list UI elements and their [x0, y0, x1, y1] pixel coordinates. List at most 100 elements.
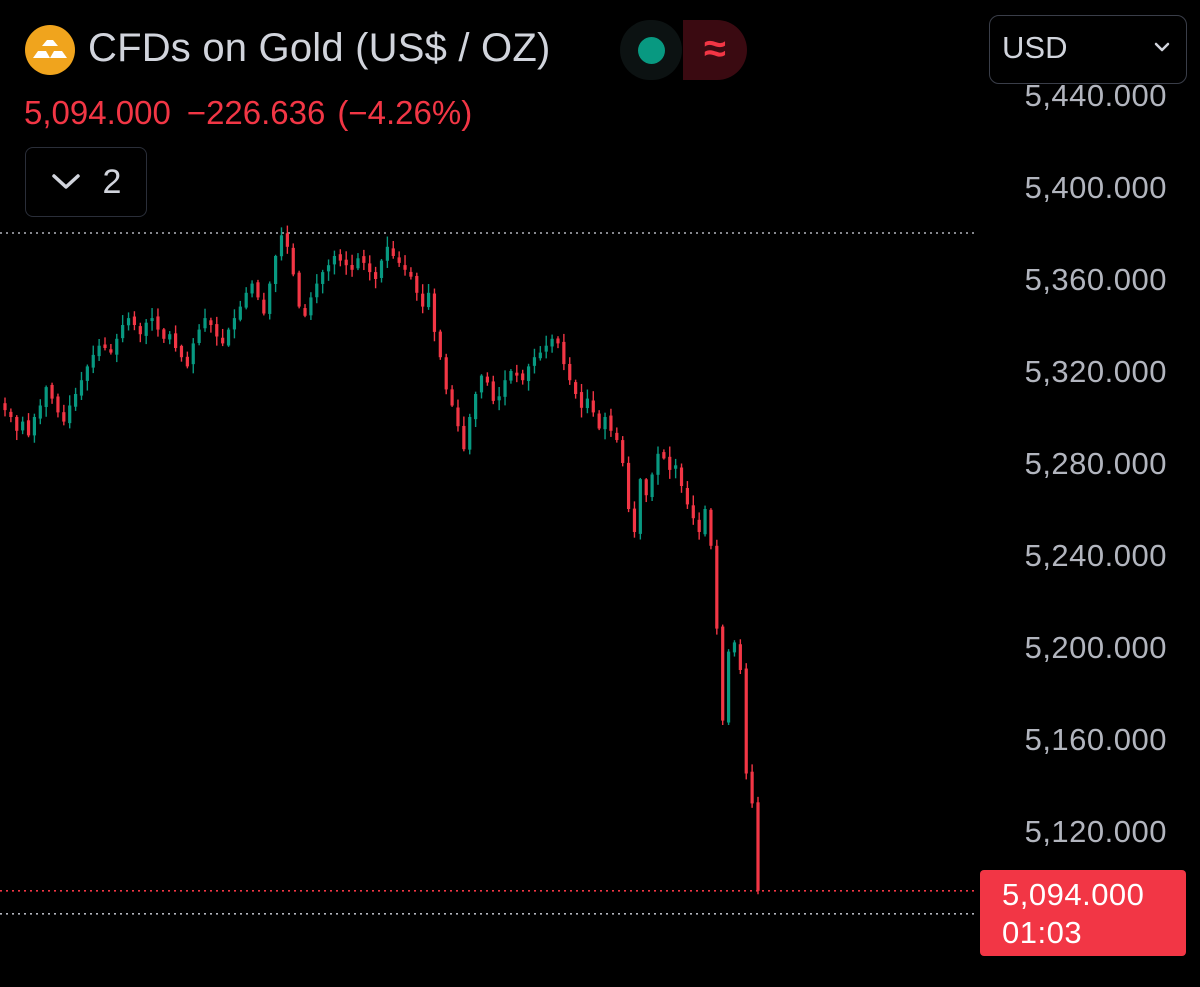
candle-body — [609, 415, 613, 431]
candle-body — [309, 297, 313, 316]
candle-body — [662, 452, 666, 459]
chevron-down-icon — [51, 174, 80, 189]
candle-body — [262, 299, 266, 314]
candle-body — [450, 389, 454, 406]
candle-body — [750, 771, 754, 804]
candle-body — [50, 384, 54, 399]
candle-body — [144, 322, 148, 336]
candle-body — [285, 233, 289, 247]
candle-body — [632, 508, 637, 532]
candle-body — [715, 545, 719, 629]
candle-body — [21, 421, 25, 431]
candle-body — [650, 474, 654, 498]
candle-body — [197, 329, 201, 343]
candle-body — [103, 344, 107, 348]
candle-body — [209, 320, 213, 325]
candle-body — [474, 394, 478, 420]
candle-body — [597, 413, 601, 429]
candle-body — [297, 272, 301, 307]
candle-body — [215, 324, 219, 337]
market-open-dot-icon — [638, 37, 665, 64]
candle-body — [644, 479, 648, 496]
candle-body — [538, 352, 542, 359]
candle-body — [591, 400, 595, 413]
candle-body — [721, 626, 725, 721]
candle-body — [421, 293, 425, 307]
price-axis[interactable]: 5,440.0005,400.0005,360.0005,320.0005,28… — [1025, 78, 1167, 849]
candle-body — [738, 644, 742, 670]
currency-select[interactable]: USD — [989, 15, 1187, 84]
candle-body — [338, 254, 342, 261]
candle-body — [303, 308, 307, 316]
candle-body — [15, 416, 19, 431]
candle-body — [156, 316, 160, 330]
candle-body — [732, 642, 737, 653]
candle-body — [362, 256, 366, 263]
candle-body — [150, 318, 154, 322]
candle-body — [85, 366, 89, 381]
candle-body — [38, 405, 42, 419]
price-change-percent: (−4.26%) — [337, 94, 473, 131]
candle-body — [621, 440, 625, 463]
candle-body — [397, 257, 401, 263]
candle-body — [556, 338, 560, 344]
candle-body — [709, 509, 713, 546]
candle-body — [550, 338, 554, 347]
candle-body — [697, 519, 701, 532]
candle-body — [426, 292, 431, 308]
candle-body — [438, 331, 442, 358]
candle-body — [62, 412, 66, 422]
candle-body — [468, 417, 472, 450]
candle-body — [674, 465, 678, 469]
candle-body — [444, 357, 448, 390]
candle-body — [232, 318, 237, 330]
candle-body — [356, 258, 360, 269]
candle-body — [544, 345, 548, 352]
bar-countdown: 01:03 — [1002, 915, 1083, 950]
candle-body — [9, 411, 13, 417]
candle-body — [126, 318, 131, 326]
candle-body — [44, 387, 48, 407]
candle-body — [462, 425, 466, 450]
y-tick-label: 5,200.000 — [1025, 630, 1167, 665]
candle-body — [638, 479, 642, 534]
candle-body — [138, 326, 142, 335]
candle-body — [350, 264, 354, 270]
candle-body — [409, 271, 413, 277]
candle-body — [503, 380, 507, 397]
candle-body — [73, 394, 78, 407]
currency-value: USD — [1002, 30, 1068, 65]
gold-bars-icon — [25, 25, 75, 75]
candle-body — [368, 263, 372, 273]
y-tick-label: 5,120.000 — [1025, 814, 1167, 849]
candle-body — [568, 363, 572, 381]
y-tick-label: 5,280.000 — [1025, 446, 1167, 481]
candle-body — [162, 329, 166, 339]
candlestick-series — [3, 225, 760, 895]
candle-body — [326, 265, 331, 272]
y-tick-label: 5,160.000 — [1025, 722, 1167, 757]
candle-body — [56, 396, 60, 413]
candle-body — [68, 405, 72, 424]
candle-body — [703, 509, 707, 535]
candle-body — [109, 349, 113, 353]
candle-body — [579, 392, 584, 408]
candle-body — [250, 283, 254, 294]
candle-body — [432, 293, 437, 332]
candle-body — [509, 371, 513, 381]
candle-body — [32, 417, 37, 436]
y-tick-label: 5,360.000 — [1025, 262, 1167, 297]
candle-body — [115, 338, 119, 355]
candle-body — [691, 505, 695, 519]
delayed-data-badge[interactable]: ≈ — [683, 20, 747, 80]
candle-body — [491, 381, 495, 401]
candle-body — [374, 272, 378, 279]
candle-body — [185, 356, 189, 367]
symbol-title[interactable]: CFDs on Gold (US$ / OZ) — [88, 26, 551, 70]
candle-body — [97, 345, 101, 357]
candle-body — [603, 417, 607, 430]
candle-body — [562, 341, 566, 365]
candle-body — [456, 407, 460, 427]
indicators-collapse-button[interactable]: 2 — [25, 147, 147, 217]
